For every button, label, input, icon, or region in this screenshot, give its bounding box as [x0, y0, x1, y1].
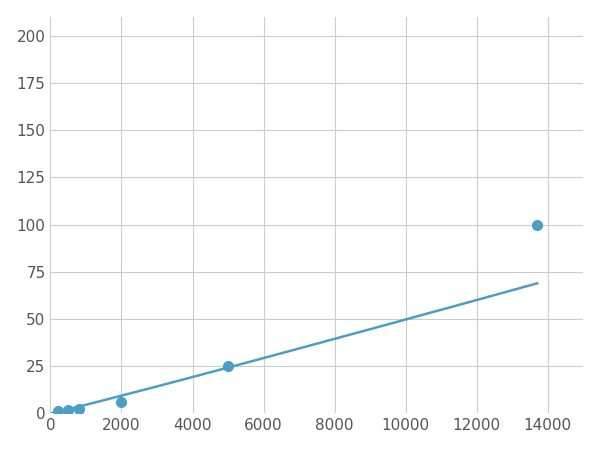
- Point: [223, 363, 233, 370]
- Point: [64, 406, 73, 413]
- Point: [116, 399, 126, 406]
- Point: [74, 405, 83, 412]
- Point: [532, 221, 542, 228]
- Point: [53, 407, 62, 414]
